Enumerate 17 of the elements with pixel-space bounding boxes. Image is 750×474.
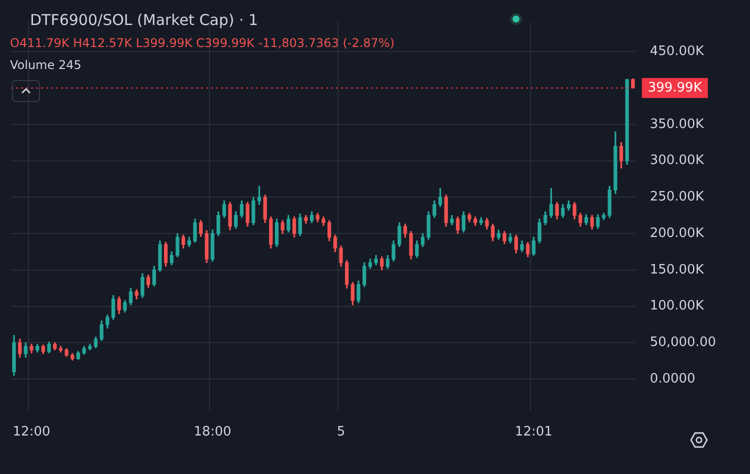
x-tick-label: 18:00 (194, 424, 232, 440)
y-tick-label: 450.00K (650, 44, 704, 60)
ref-line-label: 399.99K (648, 80, 702, 96)
y-tick-label: 0.0000 (650, 371, 696, 386)
y-tick-label: 150.00K (650, 262, 704, 278)
y-tick-label: 100.00K (650, 298, 704, 314)
x-tick-label: 5 (336, 424, 346, 440)
y-tick-label: 300.00K (650, 153, 704, 168)
x-tick-label: 12:01 (514, 424, 552, 440)
annotation: Volume 245 (10, 58, 82, 72)
text: O411.79K H412.57K L399.99K C399.99K -11,803.7363 (-2.87%) (10, 36, 395, 50)
chart-title: DTF6900/SOL (Market Cap) · 1 (30, 11, 258, 29)
y-tick-label: 250.00K (650, 190, 704, 205)
y-tick-label: 200.00K (650, 226, 704, 241)
y-tick-label: 50,000.00 (650, 335, 716, 350)
x-tick-label: 12:00 (12, 424, 50, 440)
y-tick-label: 350.00K (650, 116, 704, 132)
